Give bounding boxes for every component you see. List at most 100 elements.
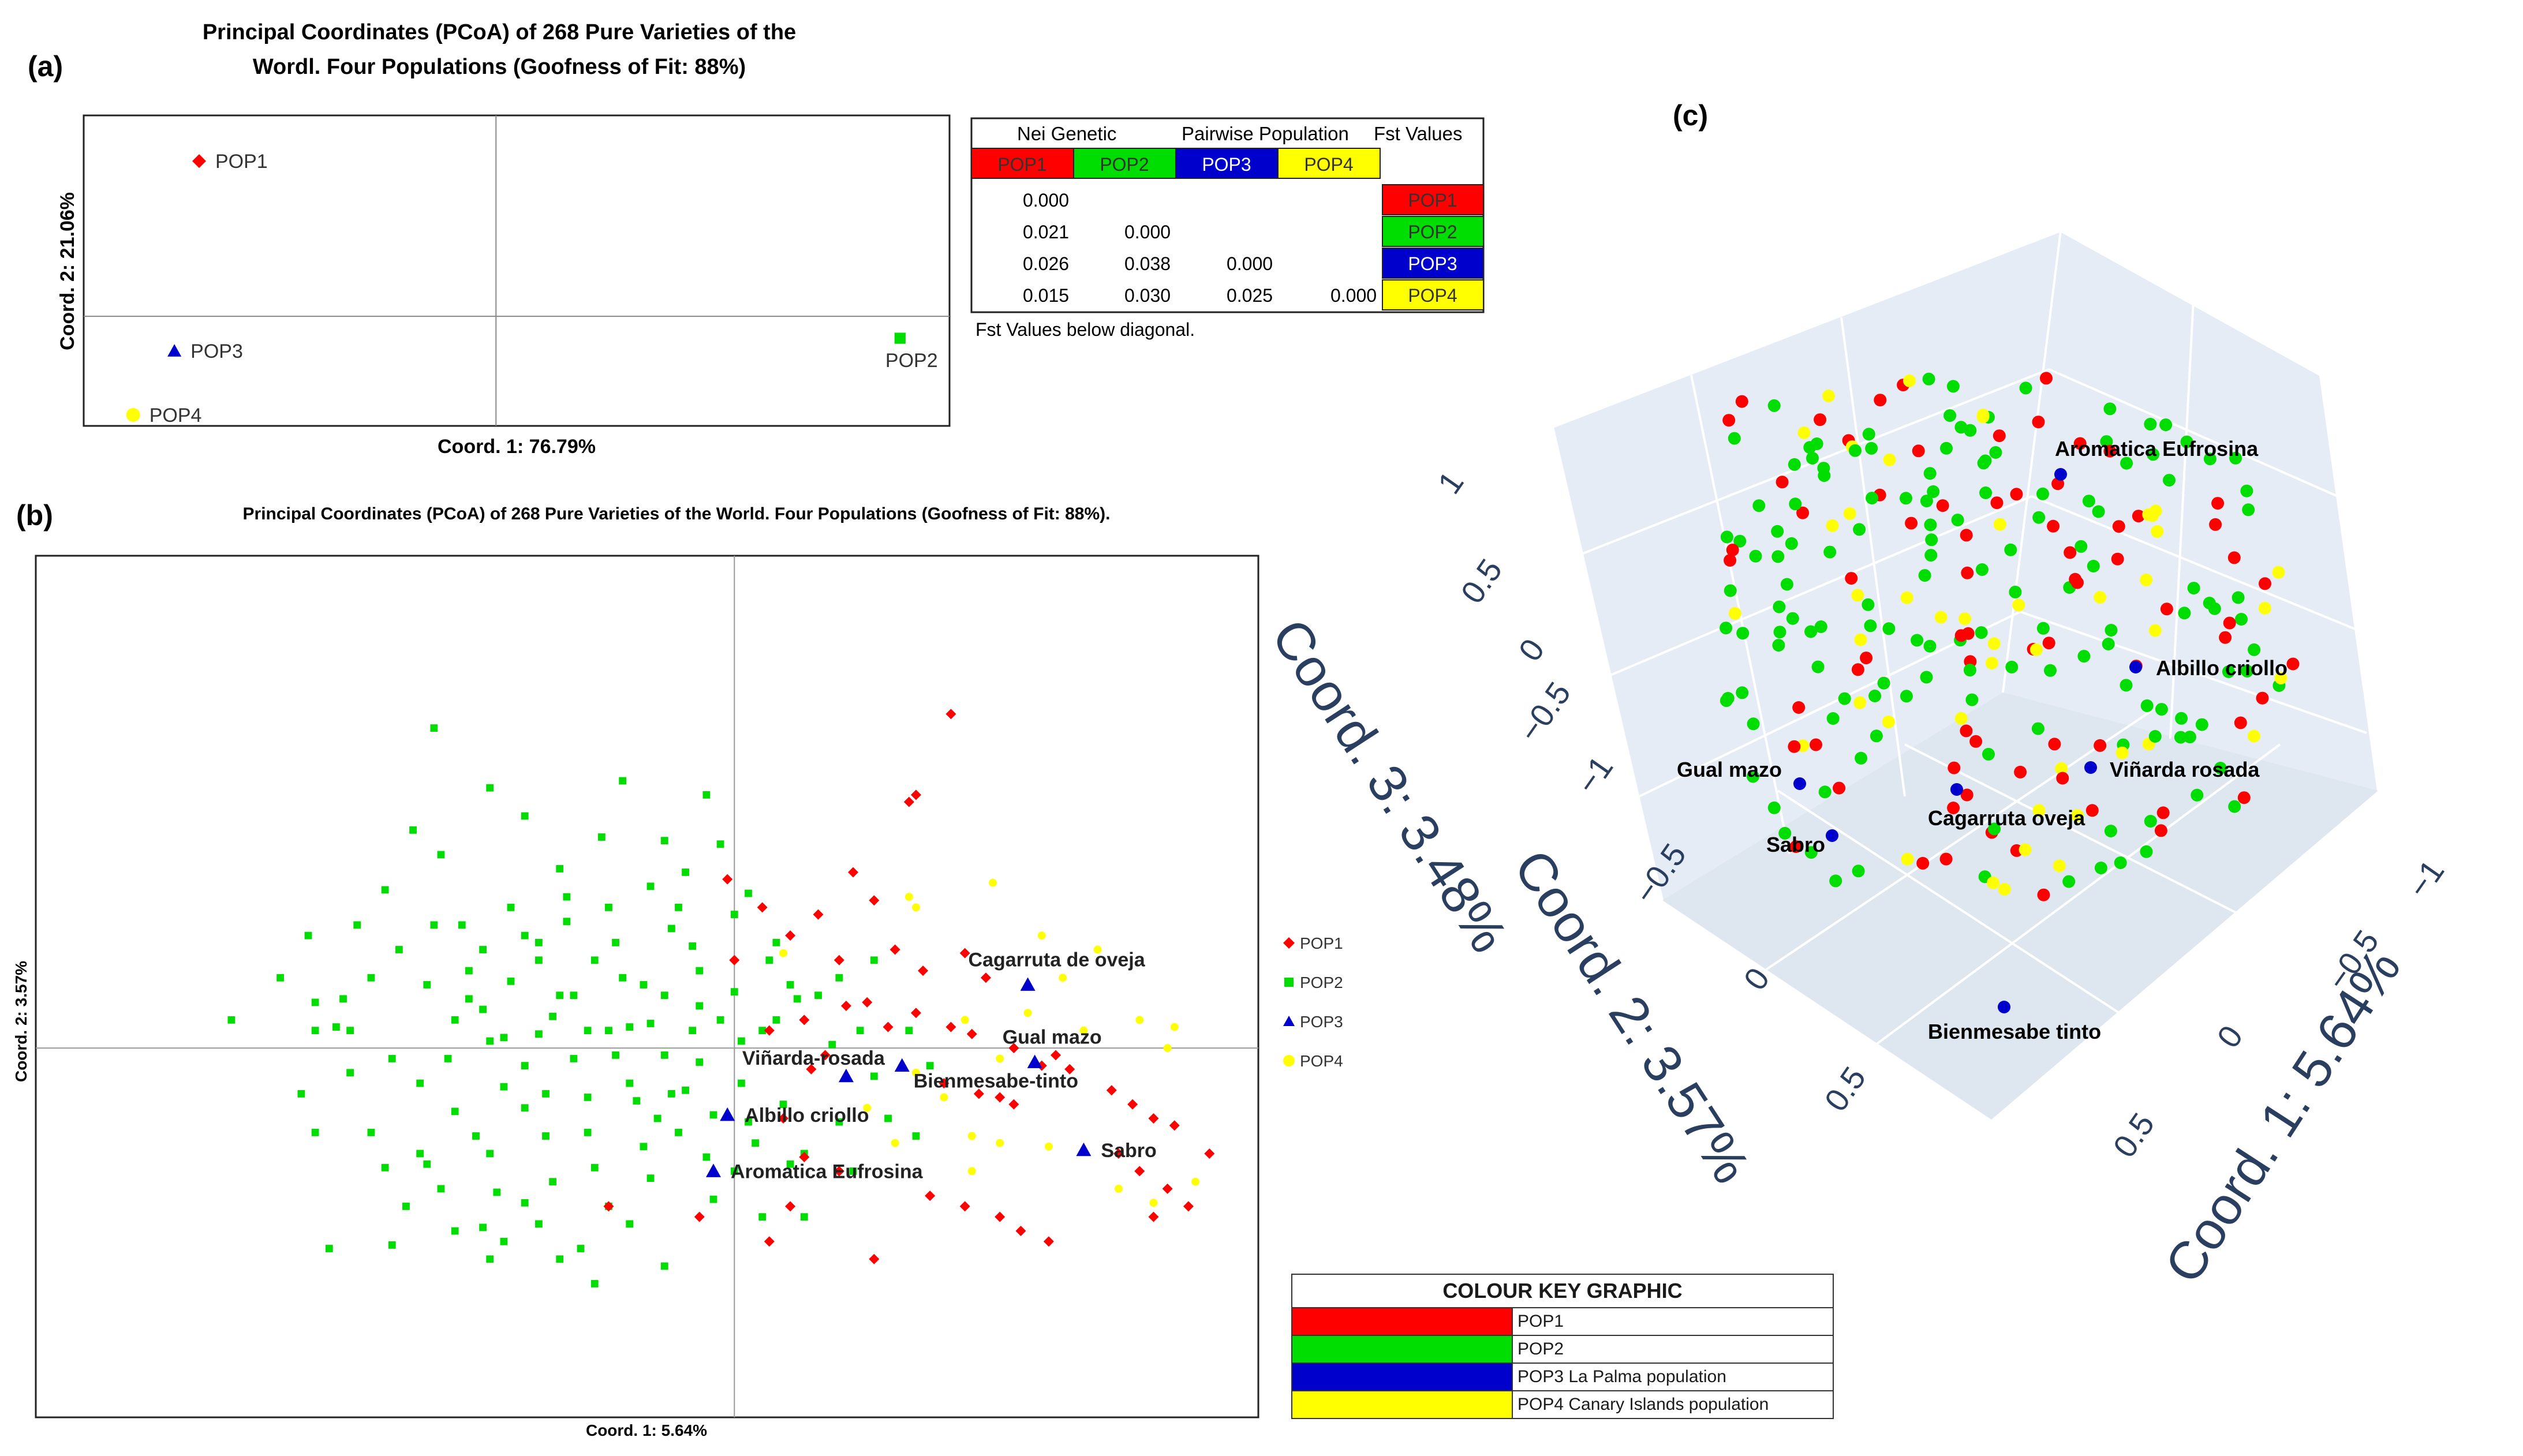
- panel-b-pop1-point-17: [883, 1021, 894, 1032]
- panel-b-pop2-point-61: [702, 1153, 711, 1161]
- panel-c-point-145: [1728, 432, 1741, 445]
- panel-c-point-43: [2092, 505, 2105, 518]
- colour-key-text-pop2: POP2: [1512, 1335, 1834, 1364]
- panel-b-pop2-point-129: [486, 1255, 494, 1263]
- panel-b-pop2-point-26: [479, 1223, 487, 1232]
- panel-c-point-241: [2178, 607, 2191, 620]
- panel-b-pop2-point-42: [590, 1163, 599, 1171]
- c-label-aromatica: Aromatica Eufrosina: [2055, 437, 2259, 461]
- panel-b-pop2-point-23: [486, 1150, 494, 1158]
- panel-b-pop2-point-20: [465, 995, 473, 1003]
- panel-c-point-121: [2009, 585, 2022, 598]
- panel-c-point-58: [2103, 444, 2117, 458]
- panel-c-point-17: [1960, 724, 1973, 738]
- panel-c-point-11: [1912, 444, 1925, 458]
- panel-b-pop2-point-105: [521, 1062, 529, 1070]
- panel-b-pop2-point-141: [458, 921, 466, 929]
- panel-c-point-4: [2010, 488, 2023, 501]
- panel-c-point-143: [2048, 738, 2061, 751]
- panel-b-pop2-point-53: [646, 1020, 655, 1027]
- panel-b-pop2-point-65: [730, 988, 738, 996]
- panel-c-point-144: [2234, 716, 2247, 729]
- panel-c-ztitle: Coord. 3: 3.48%: [1260, 609, 1519, 963]
- panel-b-pop2-point-14: [423, 1160, 431, 1168]
- grid-c-2: [2060, 230, 2321, 376]
- panel-b-pop2-point-126: [786, 981, 794, 989]
- panel-b-pop2-point-30: [521, 1104, 529, 1112]
- panel-b-pop2-point-111: [682, 1086, 689, 1094]
- panel-c-point-156: [2120, 679, 2133, 692]
- colour-key-text-pop3: POP3 La Palma population: [1512, 1363, 1834, 1391]
- panel-c-point-110: [1752, 499, 1766, 512]
- panel-b-point-label-1: Gual mazo: [1003, 1027, 1102, 1049]
- c-label-bienmesabe: Bienmesabe tinto: [1928, 1020, 2101, 1043]
- panel-b-pop4-point-14: [996, 1139, 1004, 1147]
- panel-b-pop1-point-51: [729, 955, 740, 965]
- panel-b-pop2-point-124: [689, 1027, 697, 1035]
- panel-c-point-137: [2140, 699, 2154, 712]
- panel-c-point-118: [1990, 496, 2004, 510]
- panel-c-point-29: [1993, 429, 2006, 443]
- c-point-bienmesabe: [1998, 1001, 2010, 1013]
- panel-c-point-77: [2272, 566, 2285, 579]
- panel-b-pop2-point-45: [590, 1280, 599, 1287]
- panel-c-point-204: [2094, 739, 2107, 752]
- panel-c-point-89: [1943, 409, 1957, 422]
- panel-b-legend-label-pop2: POP2: [1300, 974, 1343, 991]
- panel-b-pop3-point-0: [1020, 977, 1036, 991]
- panel-c-point-5: [1811, 660, 1825, 673]
- panel-c-point-177: [1882, 715, 1895, 728]
- panel-b-pop2-point-13: [430, 921, 438, 929]
- panel-c-point-120: [1988, 822, 2001, 836]
- panel-c-point-6: [1822, 390, 1835, 403]
- c-label-gual: Gual mazo: [1677, 758, 1782, 781]
- panel-c-point-90: [1939, 852, 1953, 866]
- panel-c-point-213: [1958, 612, 1972, 626]
- fst-header-pop4: POP4: [1304, 154, 1353, 175]
- panel-c-point-164: [1911, 634, 1924, 647]
- c-xtick-4: 0.5: [2106, 1106, 2161, 1164]
- panel-b-pop2-point-118: [311, 1027, 319, 1035]
- panel-c-point-140: [1851, 663, 1864, 676]
- grid-c-3: [2319, 375, 2379, 791]
- panel-b-legend-label-pop1: POP1: [1300, 934, 1343, 952]
- panel-b-pop2-point-9: [325, 1245, 333, 1252]
- panel-c-point-198: [2183, 731, 2196, 744]
- panel-c-point-152: [2163, 474, 2176, 487]
- panel-c-point-246: [2053, 859, 2066, 873]
- panel-b-pop1-point-42: [1015, 1226, 1026, 1237]
- colour-key-text-pop4: POP4 Canary Islands population: [1512, 1390, 1834, 1419]
- panel-b-pop1-point-16: [820, 1050, 831, 1061]
- panel-b-pop1-point-29: [1106, 1085, 1117, 1096]
- panel-b-pop2-point-115: [346, 1069, 354, 1077]
- panel-c-point-149: [1918, 569, 1931, 582]
- panel-b-pop2-point-3: [332, 1023, 340, 1031]
- panel-c-point-160: [1806, 452, 1819, 465]
- panel-b-pop1-point-35: [1162, 1183, 1173, 1194]
- panel-c-point-42: [1916, 856, 1930, 870]
- panel-b-pop2-point-24: [493, 1188, 501, 1196]
- panel-b-pop4-point-17: [1149, 1199, 1158, 1207]
- colour-key-title: COLOUR KEY GRAPHIC: [1291, 1274, 1834, 1308]
- panel-c-point-257: [2211, 497, 2225, 510]
- panel-c-point-100: [1720, 622, 1733, 635]
- panel-c-point-240: [2228, 800, 2241, 813]
- colour-key-swatch-pop2: [1291, 1335, 1513, 1364]
- fst-header-pop3-cell: [1175, 148, 1279, 179]
- c-label-albillo: Albillo criollo: [2156, 656, 2287, 680]
- panel-b-pop3-point-4: [720, 1107, 735, 1121]
- panel-b-pop2-point-1: [311, 998, 319, 1006]
- panel-b-pop2-point-122: [584, 1027, 592, 1035]
- panel-b-pop2-point-75: [814, 991, 822, 1000]
- panel-b-pop2-point-17: [444, 1055, 452, 1062]
- panel-c-point-52: [2037, 888, 2050, 901]
- panel-a-point-pop2: [894, 332, 906, 344]
- panel-b-pop2-point-104: [500, 1034, 508, 1042]
- panel-b-pop4-point-6: [1135, 1016, 1144, 1024]
- panel-b-pop4-point-9: [996, 1054, 1004, 1063]
- panel-c-point-227: [1923, 639, 1937, 653]
- fst-title-part2: Pairwise Population: [1182, 123, 1349, 144]
- panel-b-pop2-point-100: [793, 995, 801, 1003]
- panel-b-pop2-point-101: [276, 974, 284, 982]
- panel-c-point-70: [1985, 657, 1998, 670]
